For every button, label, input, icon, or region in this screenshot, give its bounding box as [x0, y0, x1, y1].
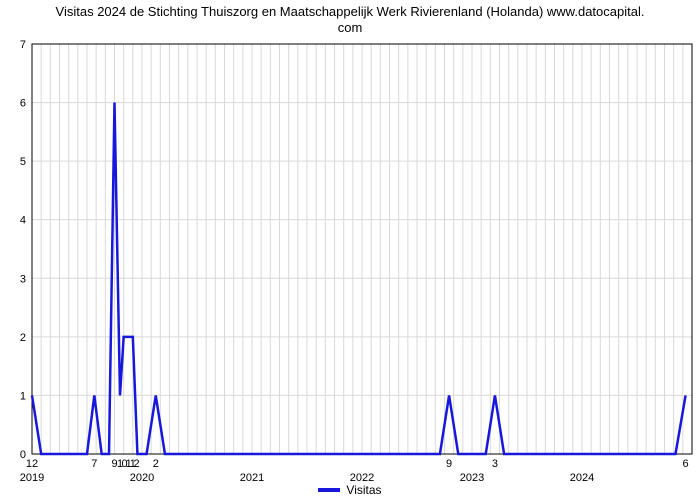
svg-text:2: 2	[133, 458, 139, 470]
svg-text:2: 2	[153, 458, 159, 470]
svg-text:4: 4	[20, 215, 26, 227]
svg-text:7: 7	[20, 39, 26, 51]
svg-text:5: 5	[20, 156, 26, 168]
svg-text:6: 6	[20, 98, 26, 110]
legend-label: Visitas	[346, 483, 381, 497]
svg-text:12: 12	[26, 458, 38, 470]
svg-text:1: 1	[20, 390, 26, 402]
chart-legend: Visitas	[0, 482, 700, 497]
chart-plot: 0123456720192020202120222023202412791011…	[0, 0, 700, 500]
svg-text:3: 3	[492, 458, 498, 470]
svg-text:7: 7	[91, 458, 97, 470]
chart-container: Visitas 2024 de Stichting Thuiszorg en M…	[0, 0, 700, 500]
svg-text:9: 9	[446, 458, 452, 470]
svg-text:6: 6	[683, 458, 689, 470]
svg-text:2: 2	[20, 332, 26, 344]
legend-swatch	[318, 488, 340, 492]
svg-text:3: 3	[20, 273, 26, 285]
